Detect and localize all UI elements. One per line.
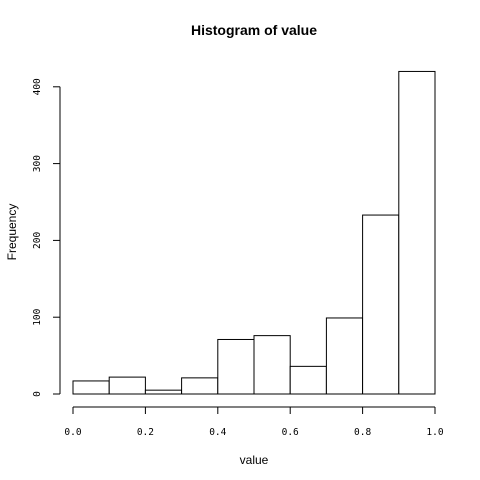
x-tick-label: 0.0 [64, 427, 81, 438]
histogram-bar [325, 317, 364, 395]
histogram-bar [289, 365, 327, 395]
histogram-bar [253, 335, 291, 395]
chart-title: Histogram of value [191, 22, 317, 38]
histogram-bar [398, 70, 436, 395]
x-axis: 0.0 0.2 0.4 0.6 0.8 1.0 [64, 406, 444, 438]
y-tick-label: 100 [32, 308, 43, 325]
y-tick-label: 200 [32, 232, 43, 249]
y-tick-label: 0 [32, 391, 43, 397]
x-tick-label: 1.0 [426, 427, 443, 438]
x-axis-label: value [240, 453, 269, 467]
y-axis-label: Frequency [5, 204, 19, 261]
x-tick-label: 0.6 [282, 427, 299, 438]
histogram-bar [72, 380, 110, 395]
y-tick-label: 400 [32, 78, 43, 95]
histogram-bar [362, 214, 400, 395]
bars-group [72, 70, 436, 395]
y-tick-label: 300 [32, 155, 43, 172]
histogram-bar [108, 376, 146, 395]
histogram-bar [217, 338, 255, 395]
x-tick-label: 0.8 [354, 427, 371, 438]
x-tick-label: 0.4 [209, 427, 226, 438]
x-tick-label: 0.2 [137, 427, 154, 438]
y-axis: 0 100 200 300 400 [32, 78, 61, 397]
histogram-bar [181, 377, 219, 395]
histogram-bar [144, 389, 183, 395]
